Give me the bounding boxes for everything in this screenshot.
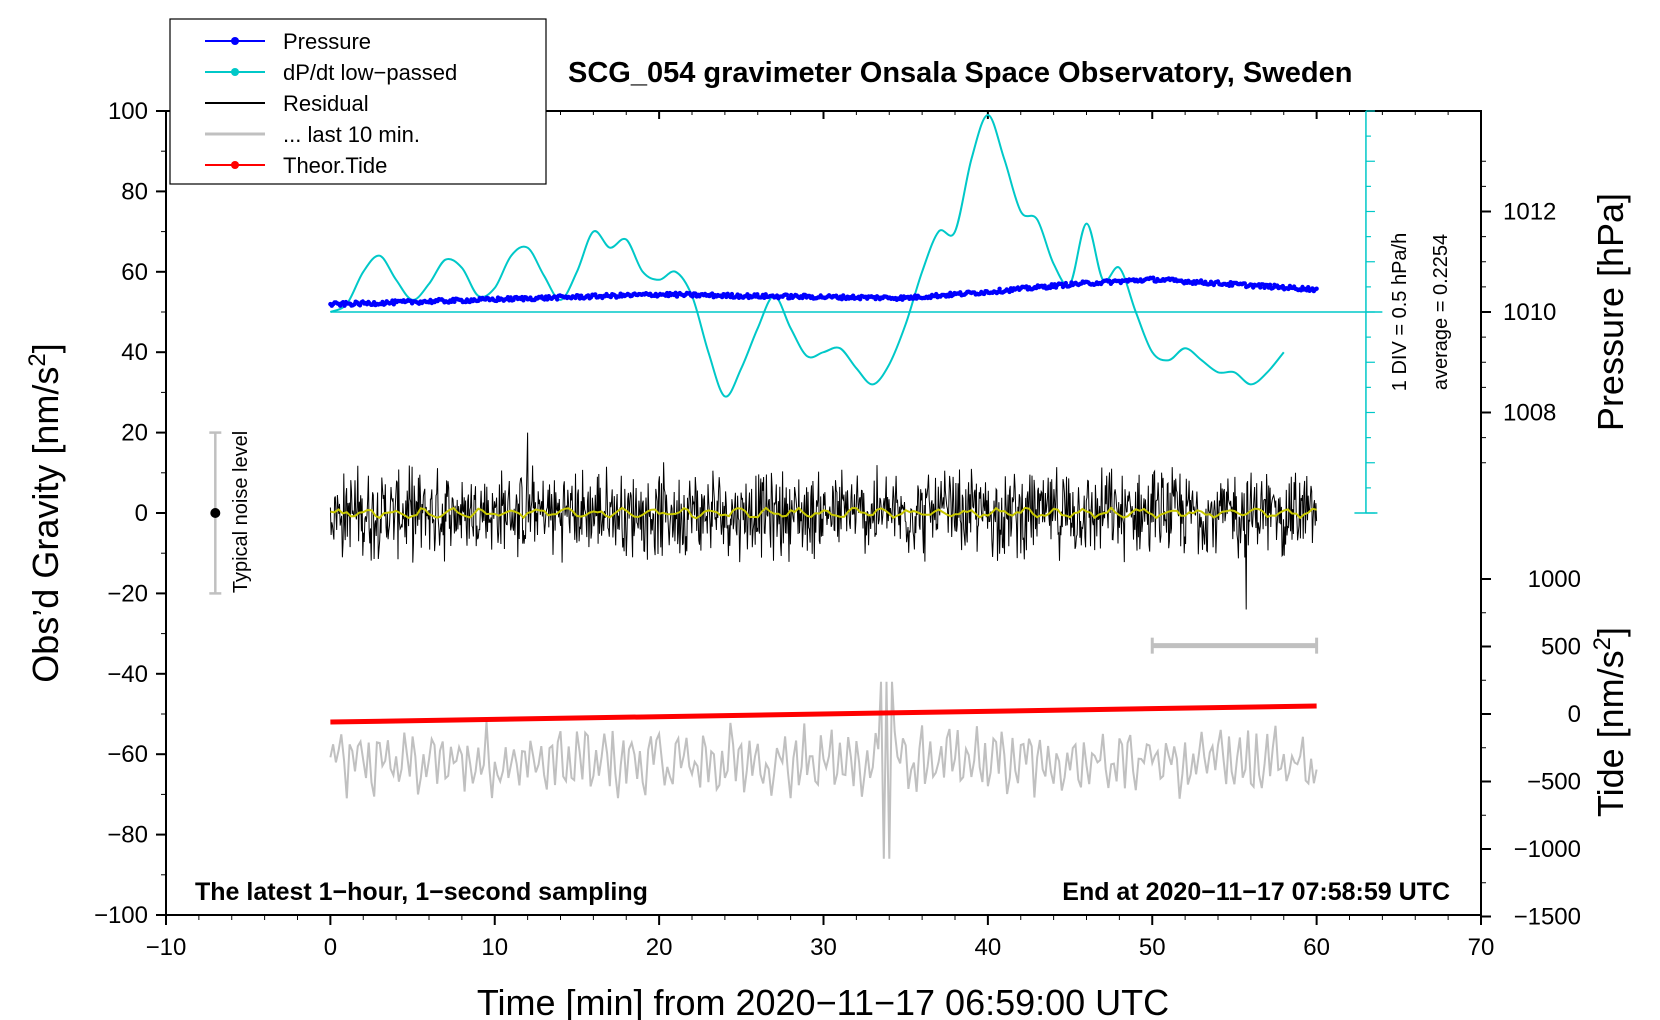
tide-tick-label: 1000 [1528, 566, 1581, 593]
annotation-end-time: End at 2020−11−17 07:58:59 UTC [1062, 878, 1450, 906]
pressure-tick-label: 1012 [1503, 199, 1556, 226]
tide-tick-label: −1000 [1514, 836, 1581, 863]
tide-tick-label: −500 [1527, 769, 1581, 796]
y-axis-label-left: Obs’d Gravity [nm/s2] [24, 343, 66, 682]
y-tick-label: −80 [107, 822, 148, 849]
pressure-point [1242, 281, 1248, 286]
y-axis-label-pressure: Pressure [hPa] [1590, 193, 1631, 431]
pressure-point [784, 292, 790, 297]
pressure-point [729, 291, 735, 297]
residual-trace [329, 432, 1318, 610]
y-tick-label: 60 [121, 259, 148, 286]
pressure-point [1267, 282, 1273, 287]
x-axis-label: Time [min] from 2020−11−17 06:59:00 UTC [477, 982, 1169, 1020]
tide-trace [330, 703, 1317, 725]
div-scale-label: 1 DIV = 0.5 hPa/h [1389, 233, 1411, 391]
pressure-series [328, 275, 1319, 308]
dpdt-trace [329, 113, 1285, 398]
pressure-point [997, 286, 1002, 291]
x-tick-label: −10 [146, 934, 187, 961]
residual-mean-trace [330, 506, 1317, 520]
annotation-sampling: The latest 1−hour, 1−second sampling [195, 878, 648, 906]
y-tick-label: −20 [107, 580, 148, 607]
x-tick-label: 0 [324, 934, 337, 961]
pressure-tick-label: 1010 [1503, 299, 1556, 326]
legend-label: Theor.Tide [283, 153, 387, 178]
legend-marker [231, 161, 239, 169]
pressure-tick-label: 1008 [1503, 400, 1556, 427]
y-tick-label: −60 [107, 741, 148, 768]
x-tick-label: 20 [646, 934, 673, 961]
legend-label: ... last 10 min. [283, 122, 420, 147]
pressure-point [1063, 280, 1069, 286]
y-tick-label: 20 [121, 420, 148, 447]
legend-marker [231, 37, 239, 45]
noise-bar-center [210, 508, 221, 518]
x-tick-label: 60 [1303, 934, 1330, 961]
x-tick-label: 70 [1468, 934, 1495, 961]
last-10-min-trace [329, 681, 1318, 859]
legend-label: Residual [283, 91, 369, 116]
y-tick-label: 0 [135, 500, 148, 527]
noise-level-label: Typical noise level [230, 431, 252, 593]
x-tick-label: 10 [481, 934, 508, 961]
y-tick-label: −100 [94, 902, 148, 929]
tide-tick-label: 500 [1541, 634, 1581, 661]
legend: Pressure dP/dt low−passed Residual ... last… [169, 18, 547, 185]
tide-tick-label: −1500 [1514, 904, 1581, 931]
scale-bars [209, 431, 1319, 654]
legend-box [169, 18, 547, 185]
pressure-point [1151, 275, 1156, 280]
series-layer [328, 110, 1383, 859]
legend-marker [231, 68, 239, 76]
y-tick-label: 40 [121, 339, 148, 366]
tide-tick-label: 0 [1568, 701, 1581, 728]
axis-ticks: −10 0 10 20 30 40 50 60 70100806040200−20−40−60−… [94, 98, 1581, 961]
y-tick-label: 80 [121, 178, 148, 205]
pressure-point [555, 297, 560, 302]
y-tick-label: −40 [107, 661, 148, 688]
legend-entries: Pressure dP/dt low−passed Residual ... last… [205, 29, 457, 178]
x-tick-label: 50 [1139, 934, 1166, 961]
y-tick-label: 100 [108, 98, 148, 125]
y-axis-label-tide: Tide [nm/s2] [1589, 627, 1631, 817]
average-label: average = 0.2254 [1430, 234, 1452, 390]
legend-label: dP/dt low−passed [283, 60, 457, 85]
pressure-point [1306, 285, 1311, 290]
x-tick-label: 40 [975, 934, 1002, 961]
x-tick-label: 30 [810, 934, 837, 961]
chart-title: SCG_054 gravimeter Onsala Space Observat… [568, 57, 1352, 89]
legend-label: Pressure [283, 29, 371, 54]
pressure-point [1314, 286, 1319, 291]
